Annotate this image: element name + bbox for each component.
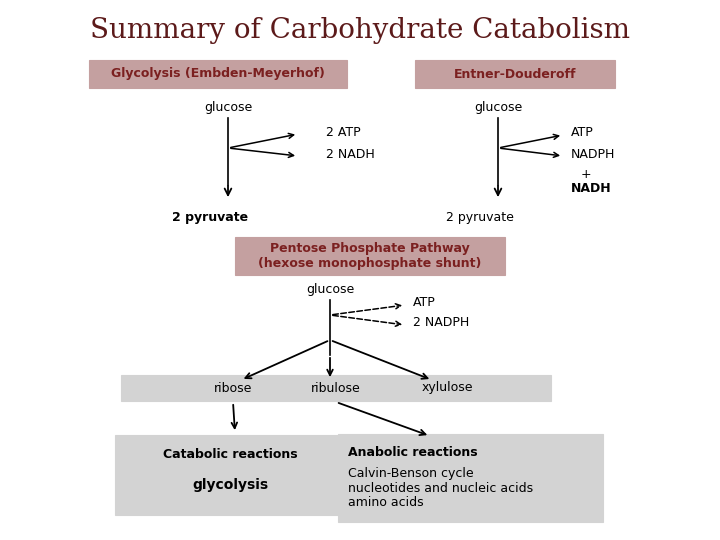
Text: 2 ATP: 2 ATP (326, 125, 361, 138)
Text: Pentose Phosphate Pathway
(hexose monophosphate shunt): Pentose Phosphate Pathway (hexose monoph… (258, 242, 482, 270)
Text: Entner-Douderoff: Entner-Douderoff (454, 68, 576, 80)
Text: glucose: glucose (306, 284, 354, 296)
Text: ribulose: ribulose (311, 381, 361, 395)
Text: glucose: glucose (474, 100, 522, 113)
Text: 2 pyruvate: 2 pyruvate (172, 212, 248, 225)
Bar (89, 60, 347, 88)
Text: +: + (581, 167, 592, 180)
Text: ATP: ATP (413, 296, 436, 309)
Text: Anabolic reactions: Anabolic reactions (348, 446, 477, 458)
Text: 2 NADPH: 2 NADPH (413, 316, 469, 329)
Text: Catabolic reactions: Catabolic reactions (163, 449, 297, 462)
Text: NADH: NADH (571, 181, 611, 194)
Text: glucose: glucose (204, 100, 252, 113)
Text: NADPH: NADPH (571, 148, 616, 161)
Bar (115, 435, 345, 515)
Text: Glycolysis (Embden-Meyerhof): Glycolysis (Embden-Meyerhof) (111, 68, 325, 80)
Bar (235, 237, 505, 275)
Text: ribose: ribose (214, 381, 252, 395)
Text: xylulose: xylulose (421, 381, 473, 395)
Text: glycolysis: glycolysis (192, 478, 268, 492)
Text: ATP: ATP (571, 126, 594, 139)
Text: Summary of Carbohydrate Catabolism: Summary of Carbohydrate Catabolism (90, 17, 630, 44)
Bar (338, 434, 603, 522)
Bar (121, 375, 551, 401)
Text: Calvin-Benson cycle
nucleotides and nucleic acids
amino acids: Calvin-Benson cycle nucleotides and nucl… (348, 467, 533, 510)
Bar (415, 60, 615, 88)
Text: 2 NADH: 2 NADH (326, 147, 374, 160)
Text: 2 pyruvate: 2 pyruvate (446, 212, 514, 225)
